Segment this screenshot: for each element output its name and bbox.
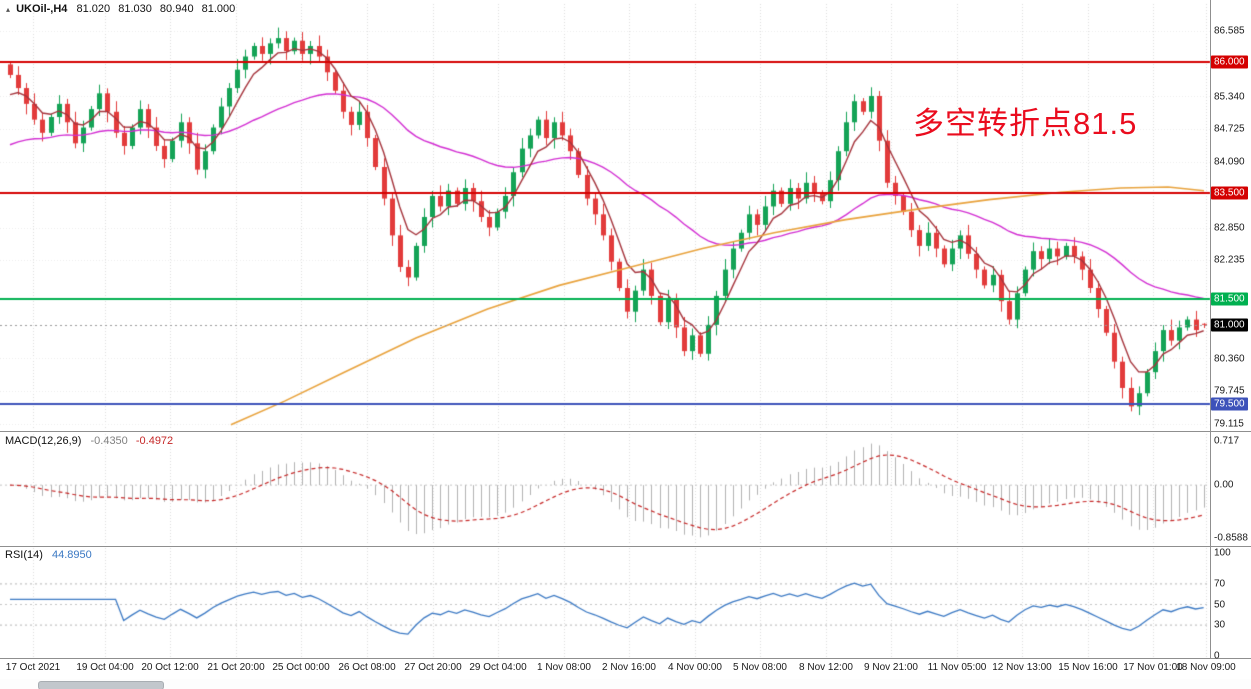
- symbol-marker-icon: ▴: [6, 5, 11, 14]
- price-axis-label: 80.360: [1214, 353, 1245, 364]
- time-axis-label: 18 Nov 09:00: [1176, 662, 1236, 673]
- rsi-header: RSI(14) 44.8950: [5, 549, 92, 561]
- price-axis-label: 84.725: [1214, 123, 1245, 135]
- time-axis-label: 4 Nov 00:00: [668, 662, 722, 673]
- current-price-badge: 81.000: [1211, 318, 1248, 332]
- quote-close: 81.000: [201, 3, 236, 15]
- time-axis-label: 12 Nov 13:00: [992, 662, 1052, 673]
- panel-separator-main-macd[interactable]: [0, 431, 1251, 432]
- time-axis-label: 20 Oct 12:00: [141, 662, 199, 673]
- macd-axis-label: 0.00: [1214, 479, 1234, 491]
- rsi-axis-label: 50: [1214, 599, 1226, 610]
- support-badge-795: 79.500: [1211, 397, 1248, 411]
- macd-signal-value: -0.4972: [135, 435, 174, 447]
- time-axis-label: 17 Nov 01:00: [1123, 662, 1183, 673]
- h-scrollbar-thumb[interactable]: [38, 681, 164, 689]
- time-axis-label: 2 Nov 16:00: [602, 662, 656, 673]
- rsi-axis-label: 0: [1214, 650, 1220, 662]
- rsi-value: 44.8950: [51, 549, 92, 561]
- price-axis-label: 79.745: [1214, 385, 1245, 397]
- rsi-axis-label: 100: [1214, 547, 1231, 559]
- macd-header: MACD(12,26,9) -0.4350 -0.4972: [5, 435, 173, 447]
- price-axis-label: 85.340: [1214, 91, 1245, 102]
- time-axis-label: 15 Nov 16:00: [1058, 662, 1118, 673]
- price-axis-divider: [1210, 0, 1211, 659]
- time-axis-label: 19 Oct 04:00: [76, 662, 134, 673]
- pivot-annotation-text: 多空转折点81.5: [913, 106, 1138, 141]
- time-axis-label: 27 Oct 20:00: [404, 662, 462, 673]
- quote-high: 81.030: [118, 3, 152, 15]
- price-axis-label: 82.235: [1214, 254, 1245, 266]
- time-axis-label: 1 Nov 08:00: [537, 662, 591, 673]
- resistance-badge-86: 86.000: [1211, 55, 1248, 69]
- time-axis-label: 5 Nov 08:00: [733, 662, 787, 673]
- time-axis-label: 17 Oct 2021: [5, 662, 61, 673]
- time-axis-label: 25 Oct 00:00: [272, 662, 330, 673]
- price-axis-label: 86.585: [1214, 25, 1245, 37]
- time-axis-label: 11 Nov 05:00: [927, 662, 987, 673]
- quote-header: ▴ UKOil-,H4 81.020 81.030 80.940 81.000: [6, 3, 240, 15]
- rsi-axis-label: 70: [1214, 578, 1226, 590]
- symbol-timeframe-label: UKOil-,H4: [16, 3, 68, 15]
- macd-indicator-label: MACD(12,26,9): [5, 435, 82, 447]
- rsi-indicator-label: RSI(14): [5, 549, 43, 561]
- time-axis-label: 8 Nov 12:00: [799, 662, 853, 673]
- panel-separator-macd-rsi[interactable]: [0, 546, 1251, 547]
- price-axis-label: 79.115: [1214, 418, 1244, 430]
- macd-axis-label: 0.717: [1214, 435, 1240, 447]
- resistance-badge-835: 83.500: [1211, 186, 1248, 200]
- time-axis-label: 21 Oct 20:00: [207, 662, 265, 673]
- quote-low: 80.940: [159, 3, 194, 15]
- rsi-axis-label: 30: [1214, 619, 1226, 631]
- price-axis-label: 82.850: [1214, 222, 1245, 233]
- quote-open: 81.020: [76, 3, 111, 15]
- time-axis-label: 9 Nov 21:00: [864, 662, 918, 673]
- time-axis-label: 29 Oct 04:00: [469, 662, 527, 673]
- panel-separator-rsi-timeaxis: [0, 658, 1251, 659]
- h-scrollbar-track[interactable]: [0, 679, 1251, 689]
- macd-axis-label: -0.8588: [1214, 532, 1248, 544]
- price-axis-label: 84.090: [1214, 156, 1245, 168]
- pivot-badge-815: 81.500: [1211, 292, 1248, 306]
- macd-main-value: -0.4350: [90, 435, 128, 447]
- time-axis-label: 26 Oct 08:00: [338, 662, 396, 673]
